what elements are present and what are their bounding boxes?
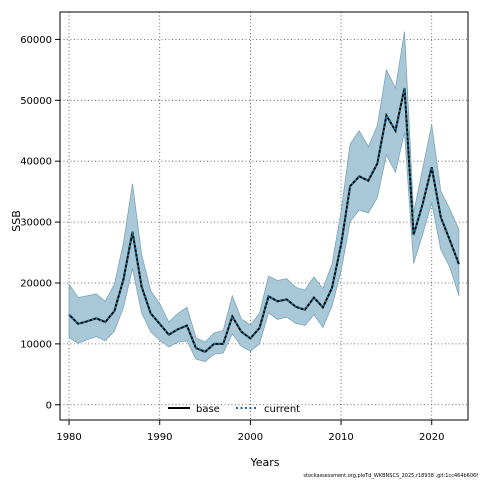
y-tick-label: 60000 — [20, 35, 52, 46]
legend: base current — [168, 404, 300, 415]
y-tick-label: 10000 — [20, 339, 52, 350]
y-tick-label: 40000 — [20, 157, 52, 168]
axes: 1980 1990 2000 2010 2020 0 10000 20000 30000 4000… — [20, 11, 469, 443]
x-tick-label: 2000 — [238, 432, 263, 443]
confidence-band — [68, 31, 460, 362]
x-tick-label: 1990 — [147, 432, 172, 443]
y-axis-label: SSB — [10, 210, 23, 232]
x-tick-label: 2010 — [328, 432, 353, 443]
x-tick-label: 2020 — [419, 432, 444, 443]
legend-label-base: base — [196, 404, 220, 415]
y-tick-label: 50000 — [20, 96, 52, 107]
y-tick-label: 30000 — [20, 218, 52, 229]
series-line-current — [68, 87, 460, 353]
x-axis-label: Years — [249, 456, 279, 469]
y-tick-label: 20000 — [20, 278, 52, 289]
plot-frame — [59, 11, 469, 421]
x-tick-label: 1980 — [56, 432, 81, 443]
y-tick-label: 0 — [46, 400, 52, 411]
footer-watermark: stockassessment.org,pleTd_WKBNSCS_2025,r… — [303, 473, 478, 479]
legend-label-current: current — [264, 404, 300, 415]
